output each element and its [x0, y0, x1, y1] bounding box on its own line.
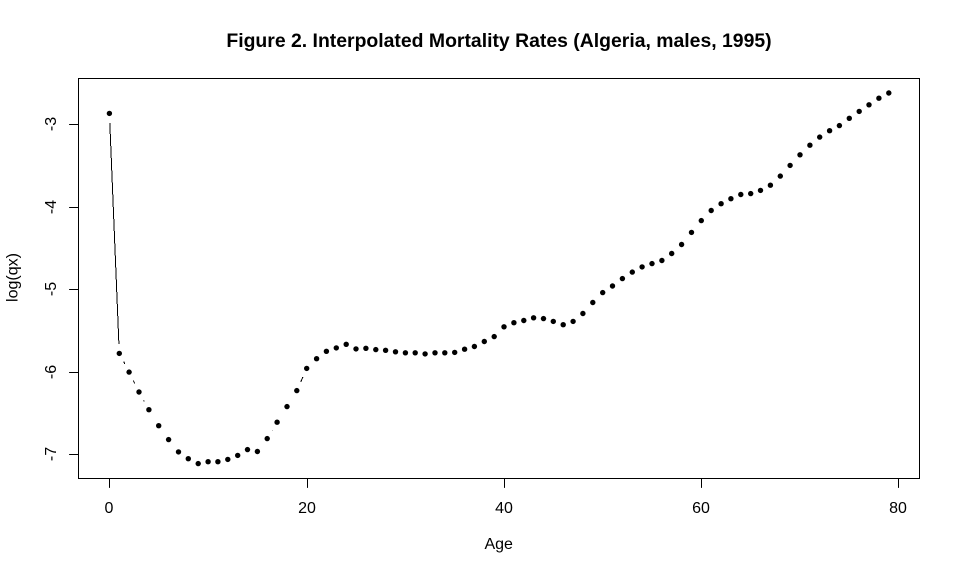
svg-text:80: 80: [889, 500, 907, 517]
svg-text:Figure 2. Interpolated Mortali: Figure 2. Interpolated Mortality Rates (…: [226, 30, 771, 52]
svg-text:log(qx): log(qx): [5, 253, 22, 302]
svg-text:60: 60: [692, 500, 710, 517]
svg-text:-7: -7: [43, 447, 60, 461]
svg-text:20: 20: [298, 500, 316, 517]
svg-text:0: 0: [105, 500, 114, 517]
svg-text:-3: -3: [43, 117, 60, 131]
svg-text:40: 40: [495, 500, 513, 517]
svg-text:-5: -5: [43, 282, 60, 296]
svg-text:-4: -4: [43, 200, 60, 214]
svg-text:Age: Age: [484, 536, 513, 553]
svg-text:-6: -6: [43, 365, 60, 379]
